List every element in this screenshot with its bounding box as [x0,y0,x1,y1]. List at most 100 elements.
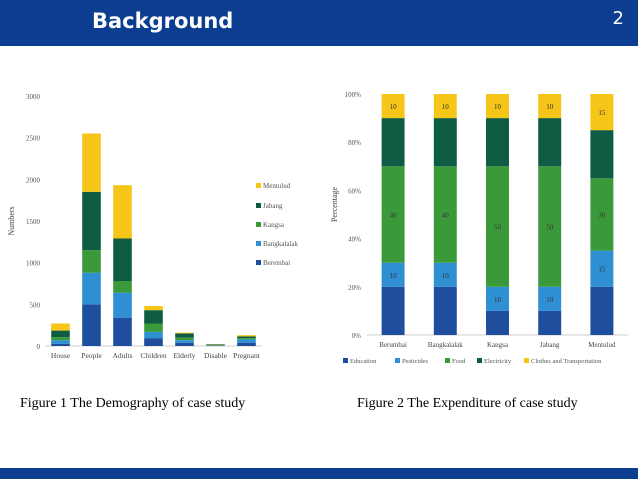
data-label: 10 [442,272,450,280]
figure2-caption: Figure 2 The Expenditure of case study [357,396,578,411]
legend-label: Education [350,358,377,365]
bar-segment [538,286,562,311]
bar-segment [381,118,405,167]
bar-segment [237,338,256,340]
legend-swatch [256,260,261,265]
data-label: 15 [598,109,606,117]
bar-segment [381,94,405,119]
legend-swatch [343,358,348,363]
data-label: 40 [390,212,398,220]
figure1-caption: Figure 1 The Demography of case study [20,396,246,411]
y-tick-label: 0 [37,343,41,351]
data-label: 10 [442,103,450,111]
y-tick-label: 40% [348,236,361,244]
y-tick-label: 60% [348,187,361,195]
bar-segment [82,250,101,273]
y-tick-label: 80% [348,139,361,147]
bar-segment [538,94,562,119]
bar-segment [590,130,614,179]
data-label: 10 [390,272,398,280]
legend-swatch [524,358,529,363]
x-tick-label: Adults [112,351,132,360]
bar-segment [538,166,562,287]
x-tick-label: Mentulud [588,341,616,349]
bar-segment [381,166,405,263]
y-tick-label: 20% [348,284,361,292]
bar-segment [144,338,163,346]
legend-swatch [256,222,261,227]
data-label: 50 [546,224,554,232]
bar-segment [82,304,101,346]
bar-segment [144,306,163,311]
legend-label: Food [452,358,466,365]
y-tick-label: 0% [352,332,362,340]
y-tick-label: 1000 [26,260,41,268]
bar-segment [486,286,509,311]
slide-number: 2 [612,8,624,29]
expenditure-chart-svg: 0% 20% 40% 60% 80% 100% Percentage 10 40 10 Berumb… [330,91,628,365]
bar-segment [237,336,256,339]
bar-segment [175,337,194,341]
data-label: 10 [494,296,502,304]
bar-segment [433,262,457,287]
bar-segment [381,262,405,287]
bar-segment [144,323,163,332]
y-tick-label: 2500 [26,135,41,143]
bar-segment [113,281,132,293]
bar-segment [113,185,132,239]
bar-segment [82,272,101,305]
bar-segment [82,191,101,251]
y-axis-title: Numbers [7,206,16,235]
data-label: 10 [546,103,554,111]
bar-segment [237,342,256,346]
data-label: 15 [598,266,606,274]
bar-segment [590,94,614,131]
data-label: 10 [494,103,502,111]
legend-swatch [256,203,261,208]
legend-label: Mentulud [263,182,291,190]
bar-segment [175,342,194,346]
bar-segment [206,344,225,345]
bar-segment [433,94,457,119]
legend-label: Pesticides [402,358,428,365]
bar-segment [51,337,70,341]
footer-bar [0,468,638,479]
bar-segment [51,323,70,331]
y-tick-label: 1500 [26,218,41,226]
legend-label: Kangsa [263,221,285,229]
data-label: 50 [494,224,502,232]
legend-swatch [477,358,482,363]
slide-title: Background [92,9,234,33]
bar-segment [51,340,70,344]
y-tick-label: 2000 [26,176,41,184]
x-tick-label: Berumbai [379,341,407,349]
y-axis-title: Percentage [330,187,339,223]
x-tick-label: People [81,351,102,360]
bar-segment [590,178,614,251]
legend-label: Berembai [263,259,290,267]
legend-swatch [256,183,261,188]
x-tick-label: Jabang [540,341,560,349]
bar-segment [433,286,457,335]
bar-segment [433,166,457,263]
data-label: 40 [442,212,450,220]
legend-label: Clothes and Transportation [531,358,602,365]
x-tick-label: Pregnant [233,351,261,360]
y-tick-label: 3000 [26,93,41,101]
data-label: 10 [546,296,554,304]
legend-swatch [445,358,450,363]
legend-label: Jabang [263,202,283,210]
x-tick-label: Elderly [173,351,195,360]
bar-segment [381,286,405,335]
expenditure-chart: 0% 20% 40% 60% 80% 100% Percentage 10 40 10 Berumb… [325,80,638,380]
bar-segment [486,310,509,335]
bar-segment [175,333,194,338]
bar-segment [590,250,614,287]
bar-segment [486,166,509,287]
bar-segment [144,310,163,324]
slide-header: Background 2 [0,0,638,46]
x-tick-label: Disable [204,351,228,360]
legend-swatch [395,358,400,363]
bar-segment [590,286,614,335]
bar-segment [113,238,132,281]
